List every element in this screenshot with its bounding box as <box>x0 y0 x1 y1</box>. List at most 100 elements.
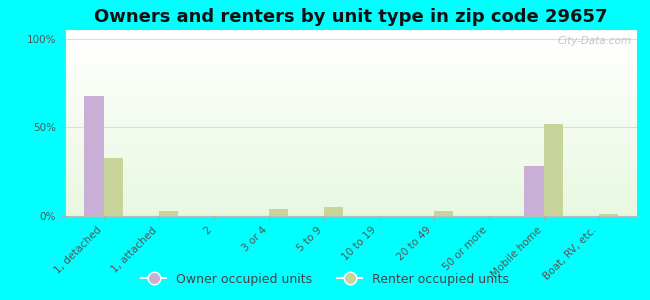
Bar <box>65 61 637 62</box>
Bar <box>65 188 637 189</box>
Bar <box>65 149 637 150</box>
Bar <box>65 167 637 168</box>
Bar <box>543 124 563 216</box>
Bar <box>65 103 637 104</box>
Bar <box>65 187 637 188</box>
Bar <box>65 82 637 83</box>
Bar <box>65 55 637 56</box>
Bar <box>103 158 123 216</box>
Bar <box>65 211 637 212</box>
Bar <box>65 106 637 107</box>
Bar <box>65 159 637 160</box>
Bar <box>65 181 637 182</box>
Bar <box>65 52 637 53</box>
Bar <box>65 177 637 178</box>
Bar <box>65 150 637 151</box>
Text: City-Data.com: City-Data.com <box>557 36 631 46</box>
Bar <box>65 86 637 87</box>
Bar <box>65 174 637 175</box>
Bar <box>65 80 637 81</box>
Bar <box>65 197 637 198</box>
Bar <box>65 126 637 127</box>
Bar <box>65 193 637 194</box>
Bar <box>65 102 637 103</box>
Bar <box>65 200 637 201</box>
Bar <box>65 154 637 155</box>
Bar <box>65 105 637 106</box>
Bar <box>65 118 637 119</box>
Bar <box>65 95 637 96</box>
Bar <box>65 138 637 139</box>
Bar <box>65 161 637 162</box>
Bar <box>65 139 637 140</box>
Bar <box>65 207 637 208</box>
Bar <box>65 212 637 213</box>
Bar <box>65 169 637 170</box>
Bar <box>65 60 637 61</box>
Bar <box>65 75 637 76</box>
Bar <box>65 51 637 52</box>
Bar <box>65 42 637 43</box>
Bar <box>324 207 343 216</box>
Bar <box>65 147 637 148</box>
Bar <box>65 94 637 95</box>
Bar <box>65 145 637 146</box>
Bar <box>65 143 637 144</box>
Bar <box>65 164 637 165</box>
Bar <box>65 108 637 109</box>
Bar <box>65 100 637 101</box>
Bar <box>65 173 637 174</box>
Bar <box>65 110 637 111</box>
Bar <box>65 155 637 157</box>
Bar <box>65 34 637 36</box>
Bar <box>65 183 637 184</box>
Bar <box>65 166 637 167</box>
Bar <box>65 64 637 65</box>
Bar <box>65 31 637 32</box>
Bar <box>65 146 637 147</box>
Bar <box>65 68 637 69</box>
Bar <box>65 56 637 57</box>
Bar <box>65 125 637 126</box>
Bar <box>65 215 637 216</box>
Bar <box>65 142 637 143</box>
Bar <box>65 175 637 176</box>
Bar <box>65 104 637 105</box>
Bar <box>65 97 637 98</box>
Bar <box>65 69 637 70</box>
Bar <box>65 71 637 72</box>
Bar <box>65 85 637 86</box>
Bar <box>434 211 453 216</box>
Bar <box>65 70 637 71</box>
Bar <box>65 160 637 161</box>
Bar <box>65 202 637 203</box>
Bar <box>65 178 637 179</box>
Bar <box>65 168 637 169</box>
Bar <box>65 163 637 164</box>
Bar <box>65 172 637 173</box>
Bar <box>65 137 637 138</box>
Bar <box>65 208 637 209</box>
Bar <box>65 213 637 214</box>
Bar <box>65 199 637 200</box>
Bar <box>65 209 637 210</box>
Bar <box>65 93 637 94</box>
Bar <box>65 65 637 66</box>
Bar <box>65 130 637 131</box>
Bar <box>65 179 637 180</box>
Bar <box>65 117 637 118</box>
Bar <box>65 169 637 170</box>
Bar <box>65 113 637 114</box>
Bar <box>65 115 637 116</box>
Bar <box>65 57 637 58</box>
Bar <box>65 37 637 38</box>
Bar <box>65 50 637 51</box>
Title: Owners and renters by unit type in zip code 29657: Owners and renters by unit type in zip c… <box>94 8 608 26</box>
Bar <box>65 84 637 85</box>
Bar <box>65 127 637 128</box>
Bar <box>65 92 637 93</box>
Bar <box>65 171 637 172</box>
Bar <box>65 180 637 181</box>
Bar <box>65 39 637 40</box>
Bar <box>65 210 637 211</box>
